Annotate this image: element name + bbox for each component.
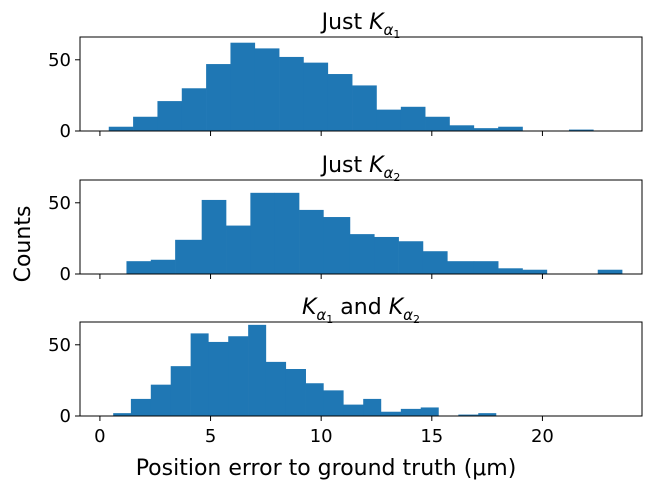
histogram-bar <box>522 269 548 274</box>
histogram-bar <box>374 236 399 274</box>
x-tick-label: 20 <box>531 426 554 447</box>
histogram-bar <box>343 404 364 416</box>
histogram-bar <box>473 128 499 131</box>
histogram-bar <box>363 398 382 416</box>
y-tick-label: 50 <box>48 50 71 71</box>
histogram-bar <box>398 241 424 274</box>
histogram-bar <box>228 336 249 416</box>
histogram-bar <box>279 56 304 131</box>
x-tick-label: 5 <box>205 426 216 447</box>
histogram-bar <box>254 48 280 132</box>
histogram-bar <box>568 129 594 131</box>
histogram-bar <box>352 85 377 131</box>
histogram-bar <box>265 361 287 416</box>
histogram-bar <box>206 64 231 131</box>
x-tick-label: 10 <box>310 426 333 447</box>
y-tick-label: 0 <box>60 121 71 142</box>
histogram-bar <box>274 192 300 274</box>
panel-title: Just Kα1​ <box>320 10 401 41</box>
x-axis-label: Position error to ground truth (μm) <box>136 456 517 481</box>
plot-frame <box>79 179 643 275</box>
histogram-bar <box>498 268 523 274</box>
histogram-bar <box>323 390 344 416</box>
histogram-bar <box>175 239 202 274</box>
histogram-panel-3: 0 50 0 5 10 15 20 Kα1​ and Kα2​ <box>48 295 643 447</box>
y-tick-label: 50 <box>48 335 71 356</box>
histogram-bar <box>190 333 209 416</box>
histogram-bar <box>126 261 152 274</box>
histogram-bar <box>250 192 276 274</box>
histogram-bar <box>323 217 351 274</box>
histogram-bar <box>113 413 132 416</box>
x-tick-label: 15 <box>420 426 443 447</box>
histogram-bar <box>157 101 183 131</box>
y-tick-label: 0 <box>60 264 71 285</box>
histogram-bar <box>170 366 191 416</box>
histogram-bar <box>201 199 227 274</box>
histogram-bar <box>400 408 422 416</box>
histogram-bar <box>425 116 450 131</box>
histogram-bar <box>376 109 402 131</box>
histogram-bar <box>285 369 306 416</box>
histogram-bar <box>498 126 523 131</box>
histogram-bar <box>226 225 251 274</box>
histogram-bar <box>597 269 623 274</box>
histogram-bar <box>449 125 475 131</box>
histogram-bar <box>458 414 479 416</box>
histogram-bar <box>349 234 375 274</box>
histogram-bar <box>478 413 497 416</box>
histogram-bar <box>473 261 499 274</box>
panel-title: Just Kα2​ <box>320 153 401 184</box>
plot-frame <box>79 36 643 132</box>
histogram-bar <box>422 251 448 274</box>
histogram-bar <box>208 341 229 416</box>
histogram-bar <box>181 88 207 131</box>
histogram-bar <box>303 62 329 131</box>
histogram-bar <box>108 126 134 131</box>
histogram-panel-2: 0 50 Just Kα2​ <box>48 153 643 285</box>
histogram-bar <box>305 383 324 416</box>
histogram-bar <box>150 384 172 416</box>
y-axis-label: Counts <box>11 206 36 283</box>
histogram-bar <box>299 209 324 274</box>
histogram-bar <box>420 407 439 416</box>
y-tick-label: 0 <box>60 406 71 427</box>
plot-frame <box>79 321 643 417</box>
histogram-bar <box>150 259 176 274</box>
y-tick-label: 50 <box>48 193 71 214</box>
histogram-bar <box>400 106 426 131</box>
x-tick-label: 0 <box>94 426 105 447</box>
histogram-bar <box>327 74 353 131</box>
panel-title: Kα1​ and Kα2​ <box>302 295 420 326</box>
histogram-bar <box>248 324 267 416</box>
histogram-bar <box>133 116 158 131</box>
histogram-bar <box>447 261 475 274</box>
histogram-panel-1: 0 50 Just Kα1​ <box>48 10 643 142</box>
histogram-bar <box>230 42 256 131</box>
histogram-bar <box>380 411 402 416</box>
histogram-bar <box>130 398 152 416</box>
